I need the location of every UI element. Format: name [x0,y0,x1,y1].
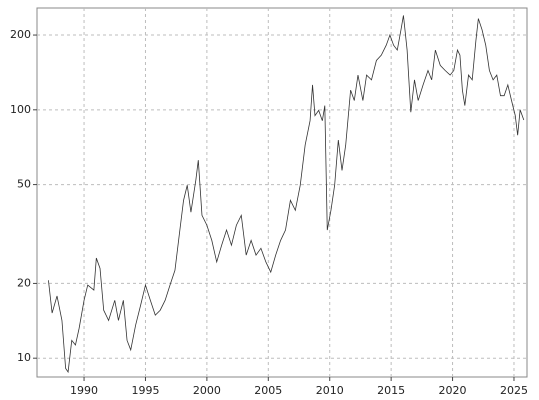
x-tick-label: 2020 [439,384,467,397]
y-tick-label: 20 [17,276,31,289]
plot-area [36,7,528,378]
x-tick-label: 2010 [316,384,344,397]
x-tick-label: 2025 [500,384,528,397]
x-tick-label: 1990 [70,384,98,397]
price-line [48,15,525,374]
y-tick-label: 50 [17,178,31,191]
y-tick-label: 200 [10,28,31,41]
y-tick-label: 10 [17,351,31,364]
x-tick-label: 1995 [131,384,159,397]
x-tick-label: 2000 [193,384,221,397]
x-tick-label: 2005 [254,384,282,397]
x-tick-label: 2015 [377,384,405,397]
y-tick-label: 100 [10,103,31,116]
